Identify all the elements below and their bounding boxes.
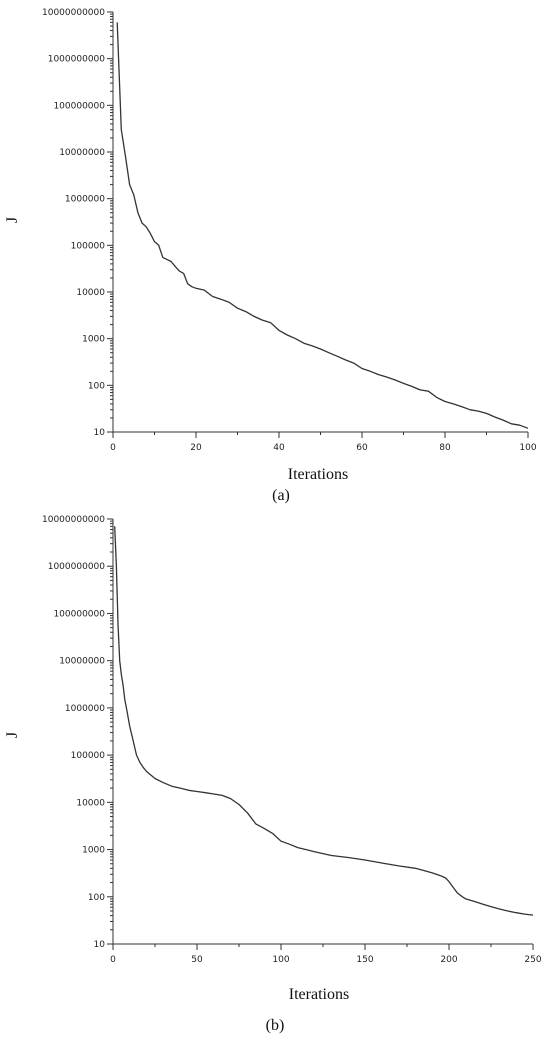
y-tick-label: 100 — [88, 381, 105, 391]
y-tick-label: 10 — [94, 940, 106, 950]
panel-label-a: (a) — [272, 487, 290, 504]
chart-panel-b: 1010010001000010000010000001000000010000… — [4, 515, 542, 1034]
y-tick-label: 10000000000 — [42, 515, 105, 525]
x-tick-label: 0 — [110, 443, 116, 453]
axes-a — [112, 12, 528, 433]
x-tick-label: 0 — [110, 955, 116, 965]
y-tick-label: 1000 — [82, 335, 105, 345]
y-tick-label: 10000 — [76, 798, 105, 808]
y-tick-label: 1000000000 — [48, 562, 106, 572]
x-tick-label: 20 — [190, 443, 202, 453]
series-line-a — [116, 22, 529, 429]
y-tick-label: 100 — [88, 893, 105, 903]
ticks-b — [107, 518, 534, 950]
x-tick-label: 40 — [273, 443, 285, 453]
ticks-a — [107, 11, 529, 438]
y-tick-label: 10000 — [76, 288, 105, 298]
y-tick-label: 1000000000 — [48, 55, 106, 65]
x-tick-label: 100 — [519, 443, 536, 453]
axes-b — [112, 519, 533, 945]
y-axis-title-a: J — [4, 217, 21, 223]
y-axis-title-b: J — [4, 732, 21, 738]
y-tick-label: 100000 — [71, 241, 106, 251]
y-tick-label: 1000000 — [65, 195, 105, 205]
panel-label-b: (b) — [266, 1017, 285, 1034]
x-tick-label: 80 — [439, 443, 451, 453]
x-tick-label: 100 — [272, 955, 289, 965]
y-tick-label: 1000 — [82, 846, 105, 856]
y-tick-label: 10000000 — [59, 148, 105, 158]
series-line-b — [114, 526, 534, 916]
y-tick-label: 10 — [94, 428, 106, 438]
y-tick-label: 100000000 — [53, 609, 105, 619]
y-tick-label: 100000 — [71, 751, 106, 761]
y-tick-label: 10000000 — [59, 657, 105, 667]
x-axis-title-b: Iterations — [289, 986, 349, 1003]
y-tick-label: 100000000 — [53, 101, 105, 111]
chart-panel-a: 1010010001000010000010000001000000010000… — [4, 8, 537, 504]
tick-labels-a: 1010010001000010000010000001000000010000… — [42, 8, 537, 453]
x-axis-title-a: Iterations — [288, 466, 348, 483]
x-tick-label: 150 — [356, 955, 373, 965]
tick-labels-b: 1010010001000010000010000001000000010000… — [42, 515, 542, 965]
y-tick-label: 10000000000 — [42, 8, 105, 18]
x-tick-label: 200 — [440, 955, 457, 965]
x-tick-label: 250 — [524, 955, 541, 965]
x-tick-label: 60 — [356, 443, 368, 453]
y-tick-label: 1000000 — [65, 704, 105, 714]
x-tick-label: 50 — [191, 955, 203, 965]
